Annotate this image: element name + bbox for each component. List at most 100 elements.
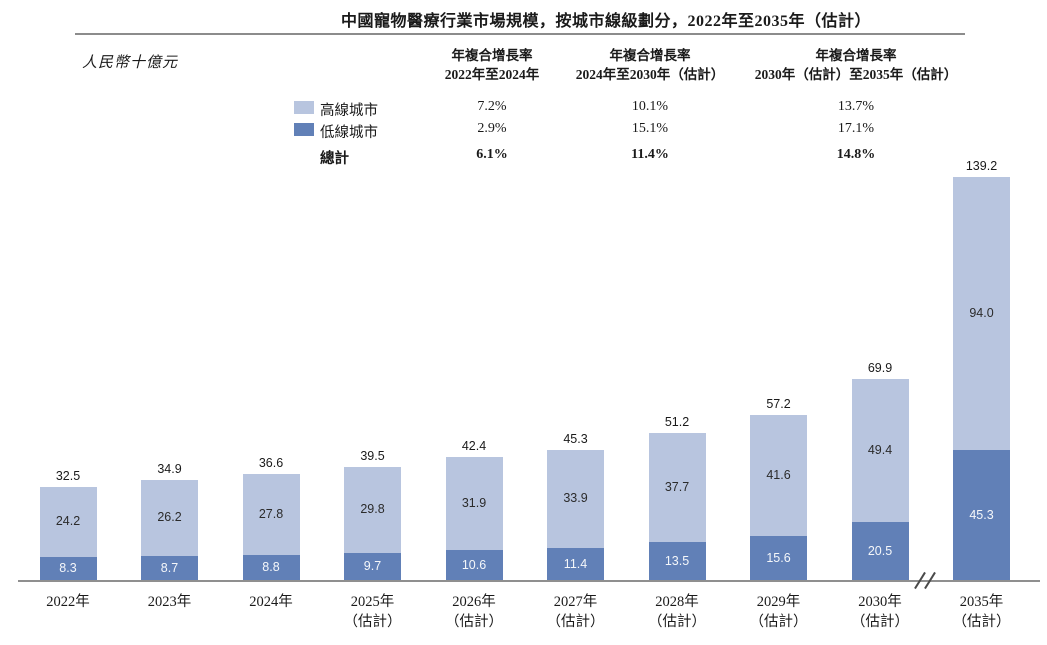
x-axis-label-estimate: （估計） <box>648 614 706 630</box>
bar-total-label: 32.5 <box>55 469 81 483</box>
cagr-header-2022-2024: 年複合增長率 2022年至2024年 <box>445 46 540 84</box>
cagr-value: 2.9% <box>477 121 507 136</box>
x-axis-line <box>18 580 1040 582</box>
cagr-header-line1: 年複合增長率 <box>815 48 897 63</box>
bar-segment-value: 31.9 <box>461 495 487 510</box>
bar-segment-value: 29.8 <box>360 502 385 516</box>
x-axis-label-estimate: （估計） <box>749 614 808 630</box>
bar-segment-value: 41.6 <box>766 467 791 482</box>
x-axis-label: 2026年 （估計） <box>445 592 503 632</box>
bar-segment-value: 37.7 <box>664 479 690 494</box>
cagr-value: 7.2% <box>477 99 507 114</box>
bar-segment-value: 24.2 <box>55 514 81 528</box>
x-axis-label-estimate: （估計） <box>445 614 503 630</box>
legend-row-total: 總計 6.1% 11.4% 14.8% <box>0 147 1047 167</box>
x-axis-label: 2025年 （估計） <box>344 592 402 632</box>
x-axis-label-year: 2028年 <box>655 594 699 610</box>
bar-segment-value: 20.5 <box>867 543 893 558</box>
bar-segment-value: 45.3 <box>969 507 994 522</box>
bar-segment-low-tier: 45.3 <box>953 450 1010 581</box>
x-axis-label-year: 2035年 <box>959 594 1004 610</box>
x-axis-label: 2022年 <box>46 592 90 612</box>
bar-segment-value: 33.9 <box>563 491 588 505</box>
legend-row-high-tier: 高線城市 7.2% 10.1% 13.7% <box>0 99 1047 119</box>
y-axis-unit-label: 人民幣十億元 <box>82 55 179 71</box>
bar-segment-high-tier: 41.6 <box>750 415 807 536</box>
x-axis-label-year: 2029年 <box>756 594 801 610</box>
bar-segment-value: 11.4 <box>563 556 588 571</box>
bar-segment-value: 15.6 <box>766 550 791 565</box>
x-axis-label-estimate: （估計） <box>851 614 909 630</box>
bar-segment-value: 49.4 <box>867 442 893 457</box>
bar-segment-value: 8.3 <box>59 561 77 575</box>
bar-segment-high-tier: 31.9 <box>445 457 503 550</box>
bar-total-label: 39.5 <box>360 449 385 463</box>
low-tier-swatch-icon <box>294 123 314 136</box>
title-divider <box>75 33 965 35</box>
bar-segment-value: 13.5 <box>664 553 690 568</box>
cagr-header-2030-2035: 年複合增長率 2030年（估計）至2035年（估計） <box>755 46 958 84</box>
bar-total-label: 34.9 <box>157 462 182 476</box>
bar-segment-low-tier: 9.7 <box>344 553 401 581</box>
bar-segment-value: 94.0 <box>969 305 994 320</box>
cagr-header-line2: 2024年至2030年（估計） <box>575 67 725 82</box>
cagr-header-2024-2030: 年複合增長率 2024年至2030年（估計） <box>576 46 725 84</box>
bar-total-label: 57.2 <box>766 397 791 411</box>
bar-segment-low-tier: 15.6 <box>750 536 807 581</box>
cagr-value: 11.4% <box>631 147 669 162</box>
bar-total-label: 51.2 <box>664 415 690 429</box>
cagr-header-line1: 年複合增長率 <box>451 48 533 63</box>
bar-segment-high-tier: 26.2 <box>141 480 198 556</box>
bar-segment-high-tier: 33.9 <box>547 450 604 548</box>
bar-segment-high-tier: 29.8 <box>344 467 401 553</box>
legend-label-total: 總計 <box>320 151 349 167</box>
x-axis-label: 2023年 <box>148 592 192 612</box>
cagr-value: 15.1% <box>631 121 669 136</box>
bar-segment-low-tier: 8.3 <box>39 557 97 581</box>
bar-segment-value: 26.2 <box>157 510 182 524</box>
bar-segment-low-tier: 20.5 <box>851 522 909 581</box>
x-axis-label: 2028年 （估計） <box>648 592 706 632</box>
x-axis-label-estimate: （估計） <box>343 614 402 630</box>
x-axis-label-year: 2030年 <box>858 594 902 610</box>
bar-segment-value: 27.8 <box>258 506 284 521</box>
cagr-value: 14.8% <box>836 147 876 162</box>
x-axis-label-year: 2022年 <box>46 594 90 610</box>
x-axis-label-year: 2024年 <box>249 594 293 610</box>
bar-segment-high-tier: 37.7 <box>648 433 706 542</box>
x-axis-label-year: 2026年 <box>452 594 496 610</box>
high-tier-swatch-icon <box>294 101 314 114</box>
x-axis-label: 2035年 （估計） <box>953 592 1011 632</box>
legend-label-high-tier: 高線城市 <box>320 103 378 119</box>
bar-segment-low-tier: 10.6 <box>445 550 503 581</box>
x-axis-label-year: 2025年 <box>350 594 395 610</box>
bar-total-label: 69.9 <box>867 361 893 375</box>
bar-segment-value: 10.6 <box>461 557 487 572</box>
bar-segment-value: 8.8 <box>262 560 280 574</box>
x-axis-label: 2030年 （估計） <box>851 592 909 632</box>
bar-total-label: 139.2 <box>965 159 998 173</box>
x-axis-label: 2029年 （估計） <box>750 592 808 632</box>
cagr-value: 6.1% <box>476 147 508 162</box>
bar-segment-value: 9.7 <box>363 559 382 573</box>
legend-row-low-tier: 低線城市 2.9% 15.1% 17.1% <box>0 121 1047 141</box>
cagr-header-line2: 2022年至2024年 <box>444 67 540 82</box>
cagr-value: 13.7% <box>837 99 875 114</box>
cagr-header-line1: 年複合增長率 <box>609 48 691 63</box>
bar-segment-low-tier: 13.5 <box>648 542 706 581</box>
x-axis-label-estimate: （估計） <box>546 614 605 630</box>
bar-segment-high-tier: 49.4 <box>851 379 909 522</box>
bar-segment-high-tier: 94.0 <box>953 177 1010 450</box>
x-axis-label-year: 2027年 <box>553 594 598 610</box>
x-axis-label: 2027年 （估計） <box>547 592 605 632</box>
cagr-value: 10.1% <box>631 99 669 114</box>
cagr-header-line2: 2030年（估計）至2035年（估計） <box>754 67 958 82</box>
chart-title: 中國寵物醫療行業市場規模，按城市線級劃分，2022年至2035年（估計） <box>340 13 872 30</box>
bar-total-label: 45.3 <box>563 432 588 446</box>
x-axis-label-year: 2023年 <box>147 594 192 610</box>
bar-segment-low-tier: 8.8 <box>242 555 300 581</box>
x-axis-label: 2024年 <box>249 592 293 612</box>
bar-total-label: 36.6 <box>258 456 284 470</box>
